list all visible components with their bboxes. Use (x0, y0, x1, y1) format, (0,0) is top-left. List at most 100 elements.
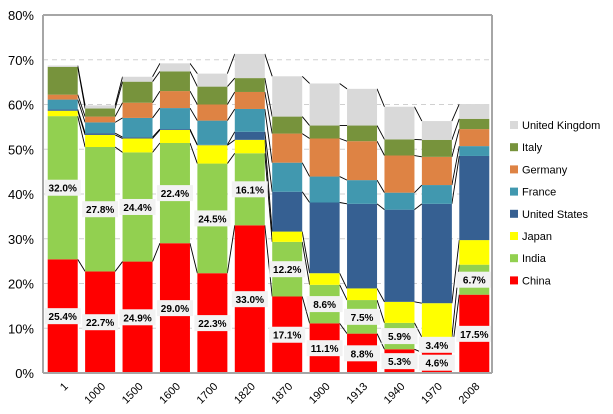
bar-segment-united-kingdom (459, 104, 490, 119)
data-label-box (119, 309, 156, 326)
series-line-united-states (451, 155, 460, 204)
bar-segment-france (159, 108, 190, 130)
series-line-germany (376, 140, 385, 156)
legend-item-france: France (510, 187, 556, 199)
data-label-box (194, 210, 231, 227)
data-label-text: 27.8% (86, 205, 114, 216)
series-line-china (189, 243, 198, 274)
bar-segment-italy (47, 66, 78, 95)
bar-segment-japan (459, 240, 490, 265)
x-axis-tick-labels: 1 1000 1500 1600 1700 1820 1870 1900 1913 1940 197… (58, 381, 482, 407)
bar-segment-france (421, 185, 452, 204)
bar-segment-united-states (347, 203, 378, 289)
bar-segment-germany (272, 133, 303, 163)
data-label: 11.1% (306, 340, 343, 357)
series-line-japan (152, 129, 161, 139)
legend-label: United Kingdom (522, 120, 600, 132)
bar-segment-united-states (47, 109, 78, 111)
bar-segment-germany (85, 116, 116, 123)
series-line-china (114, 261, 123, 272)
bar-segment-united-states (272, 191, 303, 232)
data-label: 27.8% (82, 201, 119, 218)
series-line-germany (301, 133, 310, 139)
x-tick-label: 1600 (157, 381, 183, 407)
bar-segment-italy (197, 86, 228, 105)
data-label: 24.4% (119, 198, 156, 215)
series-connector-lines (77, 53, 460, 353)
series-line-japan (414, 301, 422, 304)
data-label-text: 24.4% (123, 203, 151, 214)
series-line-france (301, 162, 311, 177)
bar-segment-united-kingdom (234, 53, 265, 79)
data-label-box (306, 296, 343, 313)
legend: United Kingdom Italy Germany France United S… (510, 120, 600, 287)
data-label-text: 6.7% (463, 276, 486, 287)
data-label-text: 12.2% (273, 265, 301, 276)
bar-segment-france (347, 180, 378, 204)
axes (42, 14, 493, 374)
data-label: 24.5% (194, 210, 231, 227)
bar-segment-germany (384, 155, 415, 193)
series-line-italy (227, 77, 236, 87)
x-tick-label: 1913 (344, 381, 370, 407)
data-label: 5.3% (381, 353, 418, 370)
bar-segment-france (47, 99, 78, 110)
bar-segment-france (197, 120, 228, 145)
series-line-india (189, 142, 198, 164)
bar-segment-germany (347, 141, 378, 181)
bar-segment-france (272, 162, 303, 192)
bar-segment-united-states (421, 203, 452, 304)
series-line-italy (376, 125, 385, 140)
series-line-france (414, 184, 423, 193)
legend-item-germany: Germany (510, 164, 568, 176)
legend-label: France (522, 187, 556, 199)
x-tick-label: 1940 (382, 381, 408, 407)
legend-label: United States (522, 209, 589, 221)
legend-item-india: India (510, 253, 547, 265)
series-line-japan (301, 231, 311, 274)
series-line-china (77, 259, 86, 272)
data-label: 17.5% (456, 325, 493, 342)
bar-segment-united-kingdom (197, 73, 228, 87)
x-tick-label: 2008 (457, 381, 483, 407)
series-line-united-kingdom (376, 88, 385, 107)
bars (47, 53, 490, 373)
x-tick-label: 1000 (82, 381, 108, 407)
bar-segment-italy (309, 125, 340, 139)
bar-segment-italy (384, 139, 415, 156)
series-line-india (114, 146, 123, 153)
bar-segment-italy (159, 71, 190, 92)
series-line-india (301, 241, 311, 285)
data-label-box (344, 308, 381, 325)
x-tick-label: 1870 (270, 381, 296, 407)
data-label: 16.1% (231, 181, 268, 198)
bar-segment-france (85, 122, 116, 134)
bar-segment-italy (459, 118, 490, 130)
data-label-text: 24.9% (123, 313, 151, 324)
bar-segment-japan (197, 145, 228, 164)
bar-segment-france (309, 176, 340, 203)
bar-segment-united-states (384, 209, 415, 302)
x-tick-label: 1820 (232, 381, 258, 407)
legend-item-united-kingdom: United Kingdom (510, 120, 600, 132)
bar-segment-japan (309, 273, 340, 285)
data-label-text: 22.7% (86, 318, 114, 329)
bar-segment-united-kingdom (384, 106, 415, 140)
x-tick-label: 1700 (195, 381, 221, 407)
data-label: 5.9% (381, 328, 418, 345)
series-line-japan (264, 139, 273, 232)
data-label: 8.6% (306, 296, 343, 313)
y-tick-label: 10% (8, 321, 34, 336)
series-line-united-states (189, 128, 198, 145)
data-label: 32.0% (44, 179, 81, 196)
legend-swatch (510, 209, 518, 218)
series-line-united-states (414, 203, 423, 211)
data-label: 29.0% (156, 300, 193, 317)
legend-swatch (510, 232, 518, 240)
legend-swatch (510, 143, 518, 152)
series-line-germany (414, 155, 422, 158)
series-line-india (339, 284, 348, 301)
series-line-germany (114, 102, 123, 117)
data-label: 17.1% (269, 326, 306, 343)
data-label-box (418, 336, 455, 353)
